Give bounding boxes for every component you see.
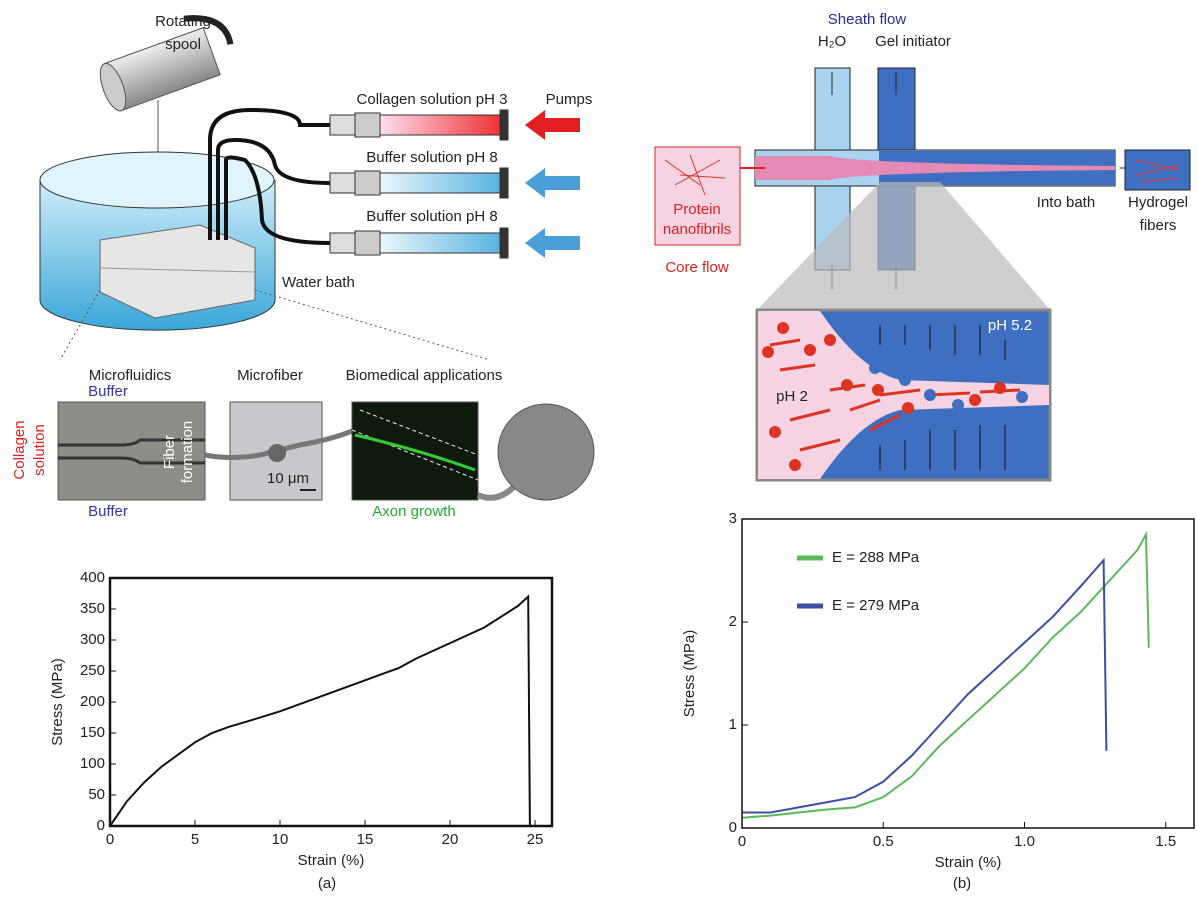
nanofibrils (664, 154, 726, 196)
zoom-lines (59, 289, 491, 361)
x-tick-label: 0 (106, 831, 114, 848)
label: pH 5.2 (988, 317, 1032, 334)
y-axis-label: Stress (MPa) (49, 658, 66, 746)
legend-label: E = 288 MPa (832, 549, 920, 566)
axon (354, 433, 476, 472)
y-tick-label: 2 (729, 613, 737, 630)
hydrogel-fibers (1134, 159, 1181, 183)
label: Core flow (665, 259, 729, 276)
tubes (208, 107, 331, 245)
y-tick-label: 50 (88, 786, 105, 803)
y-tick-label: 350 (80, 600, 105, 617)
x-tick-label: 10 (272, 831, 289, 848)
y-tick-label: 100 (80, 755, 105, 772)
label: Microfiber (237, 367, 303, 384)
label: solution (31, 424, 48, 476)
y-tick-label: 1 (729, 716, 737, 733)
label: Gel initiator (875, 33, 951, 50)
channel (58, 438, 205, 465)
label: Buffer (88, 503, 128, 520)
series-line (742, 557, 1108, 814)
syringes (329, 109, 509, 259)
zoom-cone (757, 182, 1050, 310)
label: H₂O (818, 33, 846, 50)
x-tick-label: 25 (527, 831, 544, 848)
diagram-a: Rotating spool Pumps Collagen solution p… (11, 13, 595, 520)
label: Protein (673, 201, 721, 218)
microfluidics-image (57, 401, 206, 501)
x-tick-label: 0.5 (873, 833, 894, 850)
plot-frame (108, 576, 554, 828)
caption: (b) (953, 875, 971, 892)
charges (762, 322, 1028, 471)
diagram-b: Sheath flow H₂O Gel initiator Protein na… (654, 11, 1191, 482)
data-line (109, 594, 531, 827)
x-tick-label: 20 (442, 831, 459, 848)
label: Rotating (155, 13, 211, 30)
x-tick-label: 1.0 (1014, 833, 1035, 850)
y-tick-label: 0 (729, 819, 737, 836)
label: fibers (1140, 217, 1177, 234)
y-tick-label: 200 (80, 693, 105, 710)
caption: (a) (318, 875, 336, 892)
label: Buffer (88, 383, 128, 400)
inset-core (758, 311, 1049, 479)
label: Microfluidics (89, 367, 172, 384)
x-tick-label: 1.5 (1155, 833, 1176, 850)
legend-label: E = 279 MPa (832, 597, 920, 614)
knot (268, 444, 286, 462)
label: nanofibrils (663, 221, 731, 238)
label: Pumps (546, 91, 593, 108)
x-tick-label: 15 (357, 831, 374, 848)
label: spool (165, 36, 201, 53)
yarn-ball (497, 403, 595, 501)
core-stream (755, 156, 1115, 180)
y-tick-label: 250 (80, 662, 105, 679)
y-tick-label: 300 (80, 631, 105, 648)
plot-frame (741, 518, 1195, 829)
label: Collagen solution pH 3 (357, 91, 508, 108)
label: Water bath (282, 274, 355, 291)
label: Biomedical applications (346, 367, 503, 384)
series-line (741, 530, 1150, 819)
y-tick-label: 150 (80, 724, 105, 741)
label: Into bath (1037, 194, 1095, 211)
pump-arrows (525, 110, 580, 258)
inset-arrows (879, 325, 1006, 470)
label: formation (179, 421, 196, 484)
label: Axon growth (372, 503, 455, 520)
label: Sheath flow (828, 11, 907, 28)
y-tick-label: 0 (97, 817, 105, 834)
spool (99, 15, 234, 112)
label: Collagen (11, 420, 28, 479)
x-tick-label: 0 (738, 833, 746, 850)
label: 10 μm (267, 470, 309, 487)
y-tick-label: 400 (80, 569, 105, 586)
label: Buffer solution pH 8 (366, 149, 497, 166)
y-tick-label: 3 (729, 510, 737, 527)
label: Fiber (161, 435, 178, 469)
x-axis-label: Strain (%) (935, 854, 1002, 871)
x-tick-label: 5 (191, 831, 199, 848)
water-bath (39, 151, 276, 331)
x-axis-label: Strain (%) (298, 852, 365, 869)
flow-arrows (831, 72, 897, 290)
label: Buffer solution pH 8 (366, 208, 497, 225)
label: Hydrogel (1128, 194, 1188, 211)
label: pH 2 (776, 388, 808, 405)
y-axis-label: Stress (MPa) (681, 630, 698, 718)
